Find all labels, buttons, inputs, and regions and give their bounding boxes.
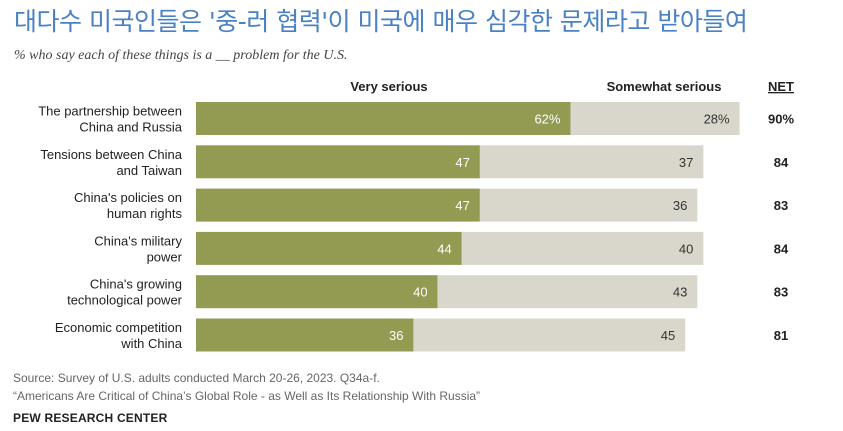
bar-very-serious xyxy=(196,188,480,222)
bar-somewhat-serious xyxy=(570,102,740,135)
page-title: 대다수 미국인들은 '중-러 협력'이 미국에 매우 심각한 문제라고 받아들여 xyxy=(14,7,748,36)
bar-somewhat-serious xyxy=(479,188,698,222)
bar-somewhat-serious xyxy=(413,318,686,352)
value-label-somewhat-serious: 36 xyxy=(673,198,687,213)
header-net: NET xyxy=(768,79,794,94)
net-value: 84 xyxy=(774,241,789,256)
bar-very-serious xyxy=(196,102,571,135)
source-note: Source: Survey of U.S. adults conducted … xyxy=(13,371,380,385)
bar-very-serious xyxy=(196,231,462,265)
category-label: Economic competition with China xyxy=(55,320,183,351)
category-label: China's growing technological power xyxy=(67,277,183,308)
net-value: 84 xyxy=(774,155,789,170)
category-label: The partnership between China and Russia xyxy=(38,104,183,135)
value-label-very-serious: 47 xyxy=(455,198,469,213)
category-label: Tensions between China and Taiwan xyxy=(40,147,182,178)
bar-very-serious xyxy=(196,275,438,309)
value-label-somewhat-serious: 37 xyxy=(679,155,693,170)
value-label-very-serious: 40 xyxy=(413,285,427,300)
bar-somewhat-serious xyxy=(479,145,704,179)
net-value: 83 xyxy=(774,198,788,213)
value-label-somewhat-serious: 40 xyxy=(679,241,693,256)
category-label: China's military power xyxy=(94,233,182,264)
value-label-somewhat-serious: 43 xyxy=(673,285,687,300)
value-label-very-serious: 47 xyxy=(455,155,469,170)
net-value: 90% xyxy=(768,112,794,127)
bar-very-serious xyxy=(196,145,480,179)
brand-label: PEW RESEARCH CENTER xyxy=(13,411,168,425)
category-label: China's policies on human rights xyxy=(74,190,182,221)
chart-subtitle: % who say each of these things is a __ p… xyxy=(14,48,348,63)
header-somewhat-serious: Somewhat serious xyxy=(607,79,722,94)
bar-somewhat-serious xyxy=(437,275,698,309)
bar-somewhat-serious xyxy=(461,231,704,265)
value-label-very-serious: 44 xyxy=(437,241,451,256)
header-very-serious: Very serious xyxy=(350,79,427,94)
report-title-note: “Americans Are Critical of China’s Globa… xyxy=(13,389,481,403)
bar-very-serious xyxy=(196,318,414,352)
value-label-very-serious: 36 xyxy=(389,328,403,343)
net-value: 83 xyxy=(774,285,788,300)
value-label-somewhat-serious: 45 xyxy=(661,328,675,343)
net-value: 81 xyxy=(774,328,788,343)
value-label-very-serious: 62% xyxy=(534,112,560,127)
value-label-somewhat-serious: 28% xyxy=(704,112,730,127)
